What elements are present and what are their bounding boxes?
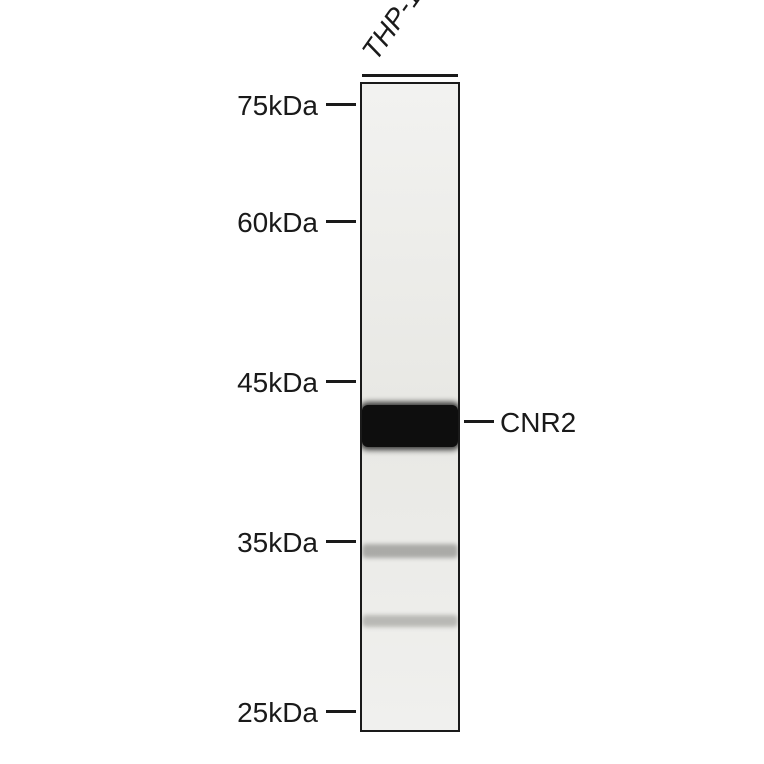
marker-tick — [326, 380, 356, 383]
marker-tick — [326, 710, 356, 713]
band-annotation-tick — [464, 420, 494, 423]
band-annotation-label: CNR2 — [500, 407, 576, 439]
marker-tick — [326, 103, 356, 106]
marker-tick — [326, 220, 356, 223]
band-faint — [362, 615, 458, 627]
blot-lane — [360, 82, 460, 732]
blot-figure: 75kDa 60kDa 45kDa 35kDa 25kDa THP-1 CNR2 — [0, 0, 764, 764]
marker-label: 25kDa — [237, 697, 318, 729]
band-primary — [362, 405, 458, 447]
lane-label: THP-1 — [356, 0, 429, 66]
marker-label: 45kDa — [237, 367, 318, 399]
band-faint — [362, 544, 458, 558]
marker-label: 75kDa — [237, 90, 318, 122]
lane-underline — [362, 74, 458, 77]
marker-label: 35kDa — [237, 527, 318, 559]
marker-tick — [326, 540, 356, 543]
marker-label: 60kDa — [237, 207, 318, 239]
